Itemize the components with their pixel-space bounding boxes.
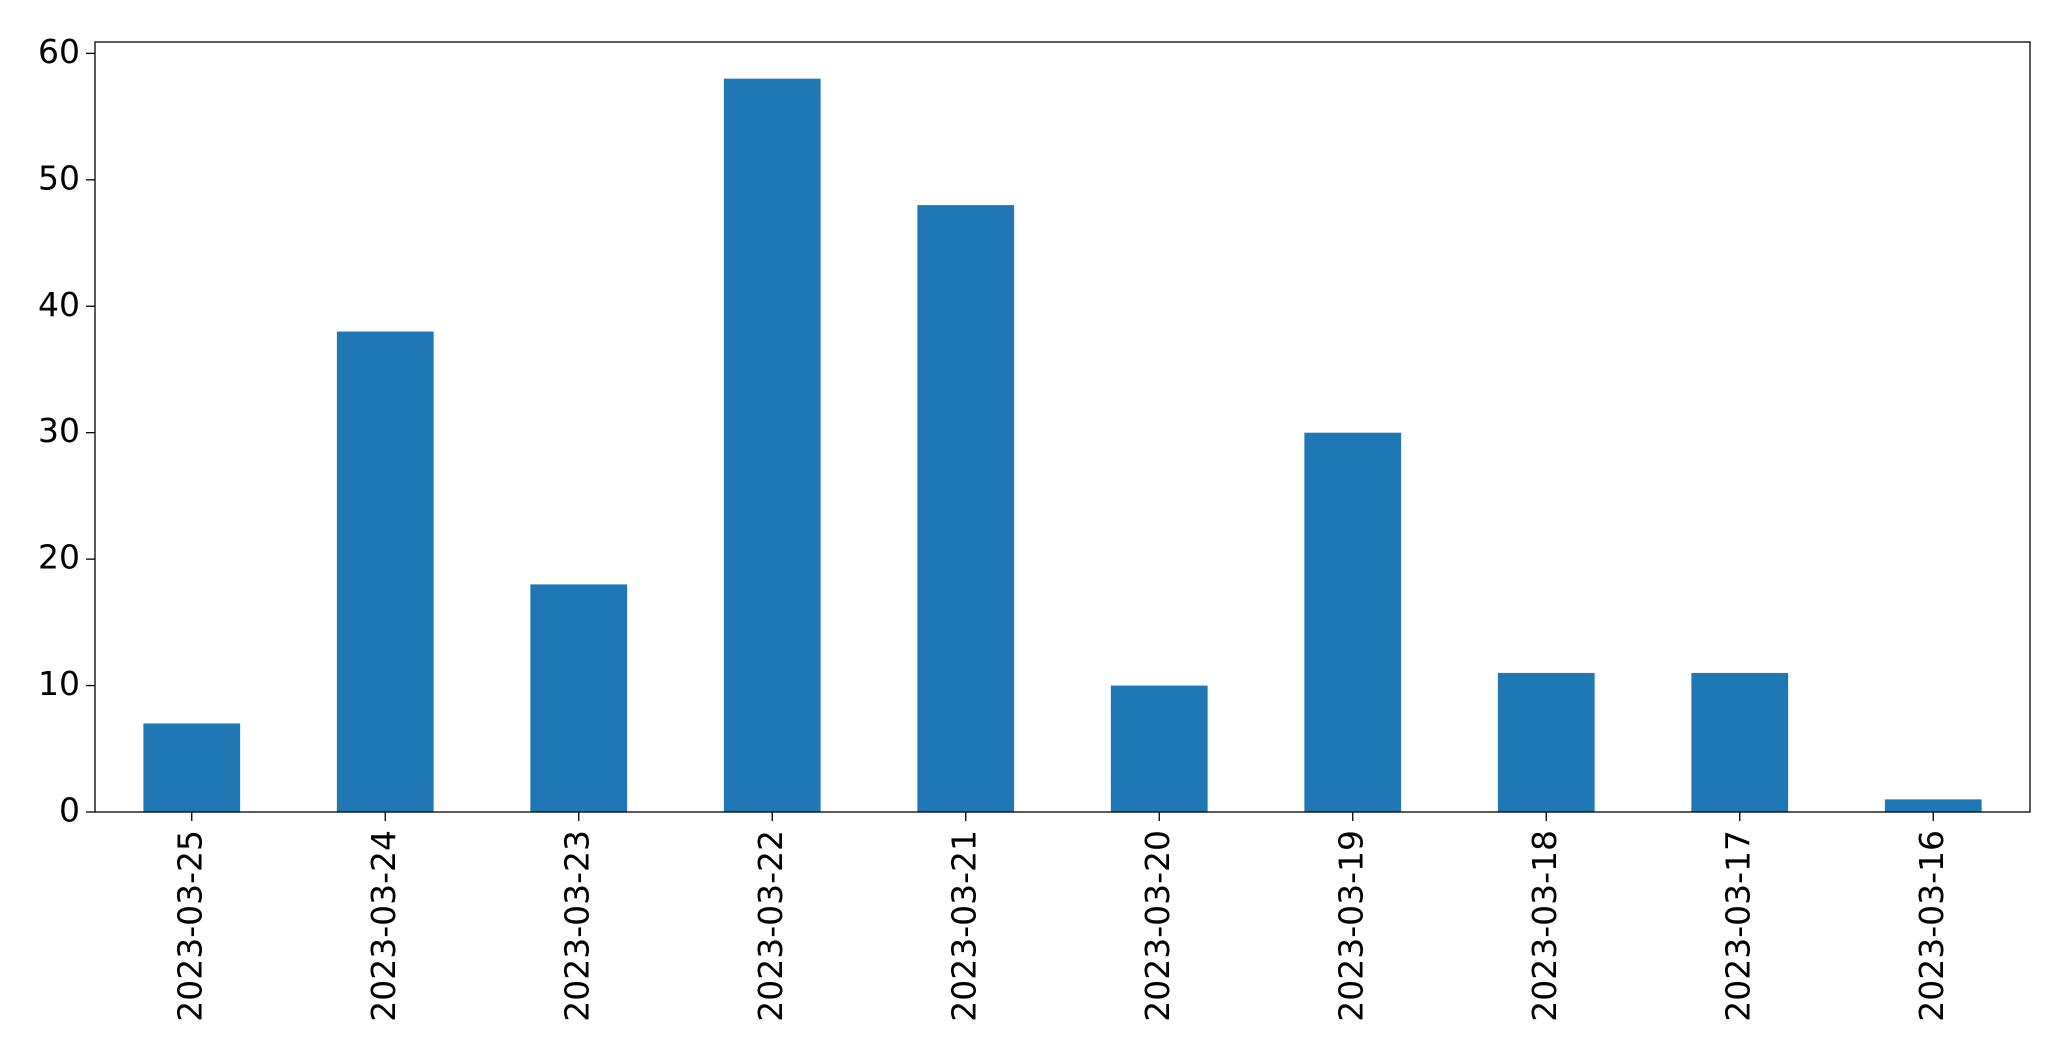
- bar: [336, 331, 434, 812]
- x-tick-label: 2023-03-18: [1525, 830, 1564, 1022]
- y-tick-label: 60: [38, 32, 80, 71]
- y-tick-label: 40: [38, 285, 80, 324]
- y-tick-label: 30: [38, 411, 80, 450]
- x-tick-label: 2023-03-21: [944, 830, 983, 1022]
- x-tick-label: 2023-03-16: [1912, 830, 1951, 1022]
- y-tick-label: 20: [38, 538, 80, 577]
- bar: [1497, 672, 1595, 812]
- x-tick-label: 2023-03-19: [1331, 830, 1370, 1022]
- bar: [1110, 685, 1208, 812]
- x-tick-label: 2023-03-20: [1138, 830, 1177, 1022]
- x-tick-label: 2023-03-25: [170, 830, 209, 1022]
- bar: [143, 723, 241, 812]
- bar: [917, 205, 1015, 812]
- x-tick-label: 2023-03-17: [1718, 830, 1757, 1022]
- x-tick-label: 2023-03-23: [557, 830, 596, 1022]
- bar: [723, 78, 821, 812]
- y-tick-label: 0: [59, 791, 80, 830]
- plot-frame: [94, 41, 2031, 813]
- x-tick-label: 2023-03-24: [364, 830, 403, 1022]
- bar: [1691, 672, 1789, 812]
- bar: [530, 584, 628, 812]
- y-tick-label: 50: [38, 158, 80, 197]
- bar: [1304, 432, 1402, 812]
- y-tick-label: 10: [38, 664, 80, 703]
- bar: [1884, 799, 1982, 812]
- x-tick-label: 2023-03-22: [751, 830, 790, 1022]
